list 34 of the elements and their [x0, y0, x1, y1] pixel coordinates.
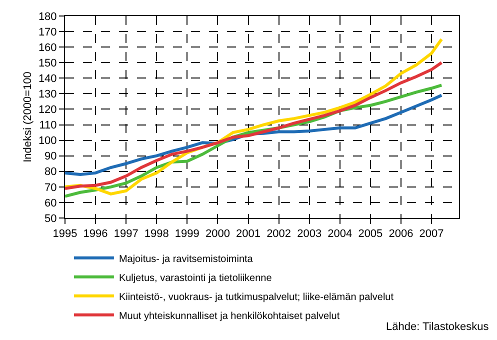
legend-label: Kuljetus, varastointi ja tietoliikenne	[118, 272, 272, 284]
x-tick-label: 1998	[144, 228, 169, 240]
y-tick-label: 130	[38, 88, 57, 101]
x-tick-label: 2007	[419, 228, 444, 240]
x-tick-label: 2005	[358, 228, 383, 240]
y-tick-label: 80	[44, 166, 57, 178]
y-tick-label: 170	[38, 26, 57, 38]
x-tick-label: 1999	[174, 228, 200, 240]
y-tick-label: 120	[38, 104, 57, 116]
y-tick-label: 50	[44, 212, 57, 225]
y-tick-label: 140	[38, 73, 57, 85]
y-axis-title: Indeksi (2000=100	[22, 72, 34, 162]
y-tick-label: 60	[44, 197, 57, 210]
legend-label: Kiinteistö-, vuokraus- ja tutkimuspalvelut; liike-elämän palvelut	[118, 292, 394, 303]
x-tick-label: 2003	[297, 228, 322, 240]
y-tick-label: 110	[39, 120, 57, 132]
x-tick-label: 2000	[205, 228, 230, 240]
x-tick-label: 1996	[83, 228, 108, 240]
y-tick-label: 150	[38, 57, 57, 70]
legend-label: Majoitus- ja ravitsemistoiminta	[118, 254, 254, 265]
text: Lähde: Tilastokeskus	[386, 321, 490, 333]
x-tick-label: 2001	[236, 228, 260, 240]
legend-label: Muut yhteiskunnalliset ja henkilökohtaiset palvelut	[118, 310, 340, 322]
x-tick-label: 2002	[266, 228, 292, 240]
y-tick-label: 70	[44, 182, 57, 194]
x-tick-label: 1997	[114, 228, 138, 240]
x-tick-label: 2006	[388, 228, 414, 240]
y-tick-label: 100	[38, 135, 57, 148]
x-tick-label: 1995	[52, 228, 78, 240]
y-tick-label: 90	[44, 150, 57, 163]
line-series	[65, 61, 444, 190]
y-tick-label: 160	[38, 42, 57, 54]
y-tick-label: 180	[38, 10, 57, 23]
x-tick-label: 2004	[328, 228, 352, 240]
